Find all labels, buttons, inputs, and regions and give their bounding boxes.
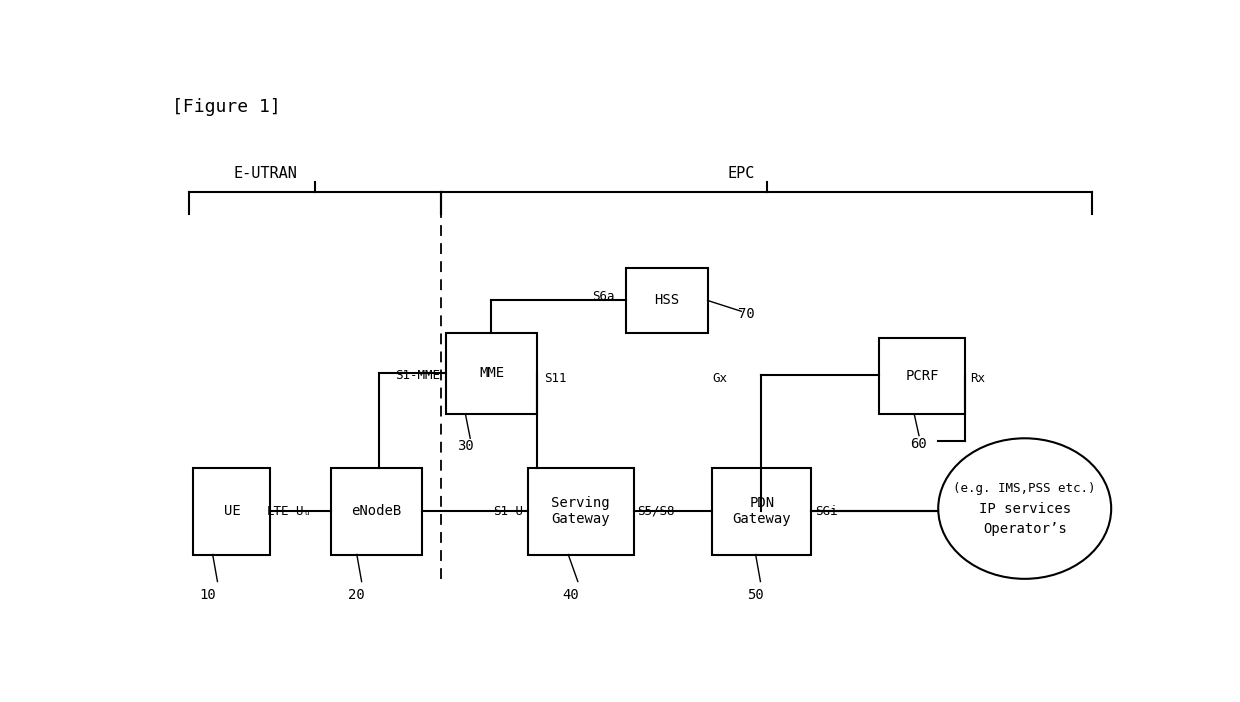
FancyBboxPatch shape: [712, 468, 811, 555]
Text: S1-U: S1-U: [494, 505, 523, 518]
Text: 10: 10: [200, 588, 216, 602]
Text: S11: S11: [544, 372, 567, 385]
Text: Gx: Gx: [712, 372, 728, 385]
Text: EPC: EPC: [728, 166, 755, 181]
Text: UE: UE: [223, 504, 241, 518]
Text: E-UTRAN: E-UTRAN: [233, 166, 298, 181]
Text: 60: 60: [910, 437, 928, 451]
Text: [Figure 1]: [Figure 1]: [172, 98, 281, 116]
Text: eNodeB: eNodeB: [351, 504, 402, 518]
Text: Serving
Gateway: Serving Gateway: [552, 496, 610, 526]
Text: 70: 70: [738, 307, 754, 321]
Text: LTE-Uᵤ: LTE-Uᵤ: [267, 505, 311, 518]
FancyBboxPatch shape: [331, 468, 422, 555]
Text: S6a: S6a: [591, 290, 614, 303]
Text: Rx: Rx: [970, 372, 985, 385]
Text: 30: 30: [458, 439, 474, 453]
Text: S1-MME: S1-MME: [396, 369, 440, 382]
Text: PCRF: PCRF: [905, 369, 939, 383]
FancyBboxPatch shape: [626, 268, 708, 333]
FancyBboxPatch shape: [446, 333, 537, 414]
Text: HSS: HSS: [655, 293, 680, 307]
Text: S5/S8: S5/S8: [637, 505, 675, 518]
Text: 50: 50: [748, 588, 764, 602]
Text: 40: 40: [563, 588, 579, 602]
FancyBboxPatch shape: [528, 468, 634, 555]
Text: IP services: IP services: [978, 501, 1071, 515]
Text: (e.g. IMS,PSS etc.): (e.g. IMS,PSS etc.): [954, 482, 1096, 494]
Text: PDN
Gateway: PDN Gateway: [733, 496, 791, 526]
FancyBboxPatch shape: [879, 338, 965, 414]
Text: 20: 20: [348, 588, 366, 602]
Text: Operator’s: Operator’s: [983, 522, 1066, 536]
Text: SGi: SGi: [815, 505, 838, 518]
Text: MME: MME: [480, 366, 505, 380]
FancyBboxPatch shape: [193, 468, 270, 555]
